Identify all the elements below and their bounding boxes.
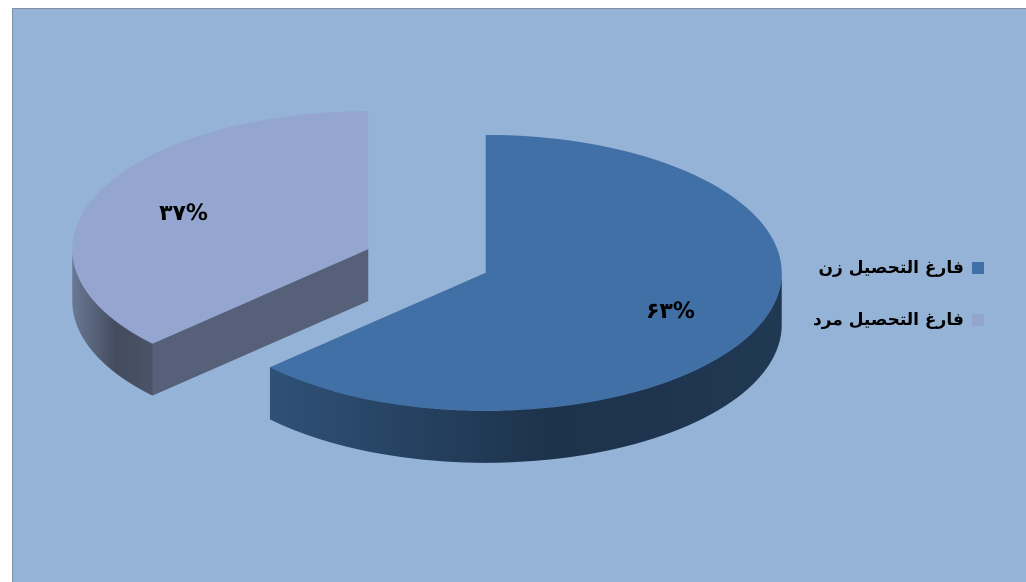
legend-swatch-men: [971, 314, 984, 326]
pie-slice-0-top: [269, 134, 782, 411]
legend-label-women: فارغ التحصيل زن: [818, 258, 964, 278]
pie-slice-1: ۳۷%: [72, 111, 369, 396]
legend-swatch-women: [971, 262, 984, 274]
pie-slice-0-outer-wall: [269, 272, 782, 463]
data-label-1: ۳۷%: [159, 201, 208, 226]
pie-slice-1-top: [72, 111, 369, 344]
chart-area: ۳۷% ۶۳% فارغ التحصيل زن فارغ التحصيل مرد: [12, 8, 1026, 582]
pie-slice-0: ۶۳%: [269, 134, 782, 463]
data-label-0: ۶۳%: [646, 299, 695, 324]
legend: فارغ التحصيل زن فارغ التحصيل مرد: [813, 254, 984, 358]
pie-slice-1-outer-wall: [72, 249, 153, 396]
legend-entry-men: فارغ التحصيل مرد: [813, 306, 984, 334]
pie-slice-1-inner-wall-0: [152, 249, 369, 396]
legend-entry-women: فارغ التحصيل زن: [813, 254, 984, 282]
pie-chart: ۳۷% ۶۳%: [72, 111, 782, 463]
legend-label-men: فارغ التحصيل مرد: [813, 310, 964, 330]
